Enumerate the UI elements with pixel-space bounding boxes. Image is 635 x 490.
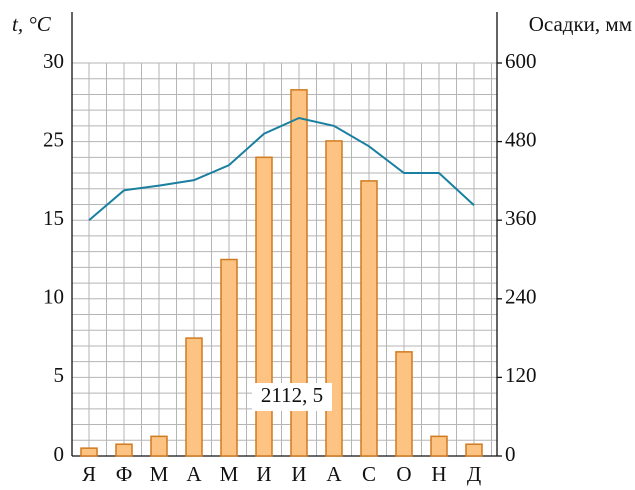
y-axis-label: t, °C xyxy=(12,12,52,36)
bar xyxy=(150,435,168,457)
y2-tick-label: 360 xyxy=(505,206,537,230)
y-tick-label: 15 xyxy=(43,206,64,230)
y2-axis-label: Осадки, мм xyxy=(529,12,632,36)
y-tick-label: 25 xyxy=(43,127,64,151)
x-tick-label: И xyxy=(291,462,306,486)
y2-tick-label: 480 xyxy=(505,127,537,151)
x-tick-label: А xyxy=(326,462,342,486)
annotation-box xyxy=(252,383,332,411)
x-tick-label: М xyxy=(220,462,239,486)
x-tick-label: Я xyxy=(82,462,96,486)
y-tick-label: 10 xyxy=(43,285,64,309)
bar xyxy=(325,140,343,457)
bar xyxy=(290,89,308,457)
y-tick-label: 0 xyxy=(54,442,65,466)
x-tick-label: И xyxy=(256,462,271,486)
x-tick-label: А xyxy=(186,462,202,486)
x-tick-label: М xyxy=(150,462,169,486)
temperature-line xyxy=(88,116,475,221)
bar xyxy=(360,180,378,457)
x-tick-label: С xyxy=(362,462,376,486)
y2-tick-label: 0 xyxy=(505,442,516,466)
bar xyxy=(255,156,273,457)
bar xyxy=(185,337,203,457)
bar xyxy=(430,435,448,457)
x-tick-label: О xyxy=(396,462,411,486)
y-tick-label: 5 xyxy=(54,363,65,387)
x-tick-label: Д xyxy=(467,462,481,486)
bar xyxy=(115,443,133,457)
x-tick-label: Н xyxy=(431,462,446,486)
bar xyxy=(465,443,483,457)
bar xyxy=(220,258,238,457)
y-tick-label: 30 xyxy=(43,49,64,73)
annotation: 2112, 5 xyxy=(261,383,323,407)
y2-tick-label: 240 xyxy=(505,285,537,309)
bar xyxy=(80,447,98,457)
y2-tick-label: 600 xyxy=(505,49,537,73)
bar xyxy=(395,351,413,457)
y2-tick-label: 120 xyxy=(505,363,537,387)
x-tick-label: Ф xyxy=(116,462,133,486)
